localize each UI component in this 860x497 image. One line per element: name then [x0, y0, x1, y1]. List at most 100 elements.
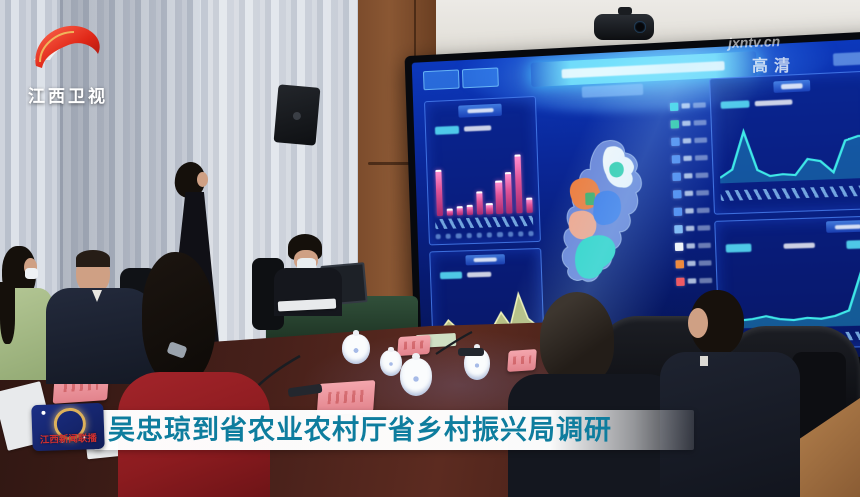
map-legend-row	[671, 153, 708, 164]
led-dashboard-screen	[404, 30, 860, 373]
legend-color-chip	[669, 102, 679, 111]
panel-bar-chart-title	[458, 103, 503, 118]
watermark-site: jxntv.cn	[727, 33, 781, 51]
map-legend-row	[670, 136, 707, 147]
line-top-axis-hatch	[720, 185, 860, 202]
legend-label-blurred	[683, 155, 693, 162]
legend-value-blurred	[693, 120, 707, 126]
camera-lens	[634, 21, 646, 33]
red-woman-hair-bun	[142, 252, 216, 386]
panel-line-top-title	[773, 80, 810, 93]
line-chart-cyan-top	[718, 110, 860, 184]
legend-label-blurred	[683, 173, 693, 179]
map-legend-row	[675, 259, 712, 269]
caption-headline: 吴忠琼到省农业农村厅省乡村振兴局调研	[108, 415, 612, 445]
legend-value-blurred	[697, 207, 710, 214]
wall-speaker	[273, 84, 321, 146]
woman-left-hair-strand	[0, 282, 15, 344]
bar	[514, 154, 523, 214]
map-legend-row	[674, 241, 711, 251]
man-left-collar	[92, 290, 102, 302]
bar	[526, 197, 534, 213]
presenter-face	[197, 172, 208, 187]
map-legend-row	[669, 101, 706, 112]
legend-color-chip	[672, 172, 681, 181]
watermark-hd-label: 高清	[752, 58, 797, 75]
man-left-suit	[46, 288, 156, 384]
legend-color-chip	[670, 119, 679, 129]
speaker-port	[292, 111, 302, 121]
map-legend-row	[674, 223, 711, 234]
legend-value-blurred	[693, 102, 706, 109]
legend-value-blurred	[698, 260, 712, 267]
program-badge: 江西新闻联播	[31, 402, 105, 452]
panel-line-chart-top	[709, 70, 860, 215]
operator-face-mask	[297, 258, 316, 271]
map-legend-row	[675, 276, 712, 286]
map-legend-row	[673, 206, 710, 217]
panel-line-bottom-legend	[726, 237, 860, 254]
bar	[486, 202, 493, 215]
map-legend-row	[670, 118, 707, 129]
right-man-face	[688, 308, 708, 338]
program-badge-text: 江西新闻联播	[39, 433, 98, 446]
legend-label-blurred	[681, 103, 691, 109]
wood-panel-handle	[368, 162, 414, 165]
dashboard	[411, 38, 860, 365]
man-left-hair	[76, 250, 110, 267]
legend-value-blurred	[698, 243, 711, 249]
legend-label-blurred	[681, 120, 691, 127]
bar	[495, 180, 503, 214]
legend-color-chip	[674, 242, 684, 251]
legend-value-blurred	[699, 278, 712, 284]
panel-area-chart-title	[465, 253, 506, 266]
panel-area-chart-legend	[439, 268, 532, 281]
channel-logo-text: 江西卫视	[28, 87, 108, 106]
bar	[456, 206, 463, 216]
legend-color-chip	[673, 207, 683, 216]
legend-label-blurred	[686, 243, 696, 249]
dashboard-subtitle-chip	[581, 83, 644, 98]
map-legend-row	[672, 188, 709, 199]
map-legend-row	[672, 171, 709, 182]
legend-label-blurred	[687, 278, 697, 285]
legend-label-blurred	[686, 261, 696, 267]
province-map	[543, 96, 668, 334]
name-card	[507, 349, 537, 372]
channel-logo-icon	[34, 25, 100, 68]
dashboard-title-blurred-text	[561, 60, 725, 79]
panel-bar-chart	[424, 96, 541, 246]
teapot	[342, 330, 370, 364]
line-chart-cyan-bottom	[723, 258, 860, 329]
bar	[446, 208, 453, 216]
bar	[466, 204, 473, 215]
bar	[505, 171, 513, 214]
legend-color-chip	[675, 277, 685, 286]
bar	[435, 169, 444, 216]
legend-color-chip	[672, 189, 682, 199]
back-head-man-hair	[540, 292, 614, 386]
legend-value-blurred	[694, 137, 707, 144]
camera-mount	[618, 7, 632, 15]
right-man-collar	[700, 356, 708, 366]
legend-color-chip	[670, 137, 680, 146]
legend-color-chip	[675, 259, 684, 269]
legend-color-chip	[674, 224, 683, 234]
teapot	[464, 344, 490, 380]
legend-color-chip	[671, 154, 681, 164]
legend-label-blurred	[684, 190, 694, 197]
bar-chart-axis-hatch	[434, 215, 534, 229]
legend-value-blurred	[697, 225, 711, 232]
dashboard-top-right-label	[832, 51, 860, 67]
panel-line-top-legend	[720, 93, 860, 112]
teapot	[400, 353, 432, 396]
legend-value-blurred	[695, 155, 708, 161]
legend-label-blurred	[685, 226, 695, 232]
legend-value-blurred	[695, 172, 709, 179]
legend-value-blurred	[696, 190, 709, 196]
ceiling-camera	[594, 7, 654, 40]
panel-line-bottom-title	[826, 220, 860, 234]
panel-bar-chart-legend	[434, 121, 527, 136]
bar-chart-x-labels	[435, 230, 534, 240]
dashboard-tab-1	[423, 69, 460, 90]
